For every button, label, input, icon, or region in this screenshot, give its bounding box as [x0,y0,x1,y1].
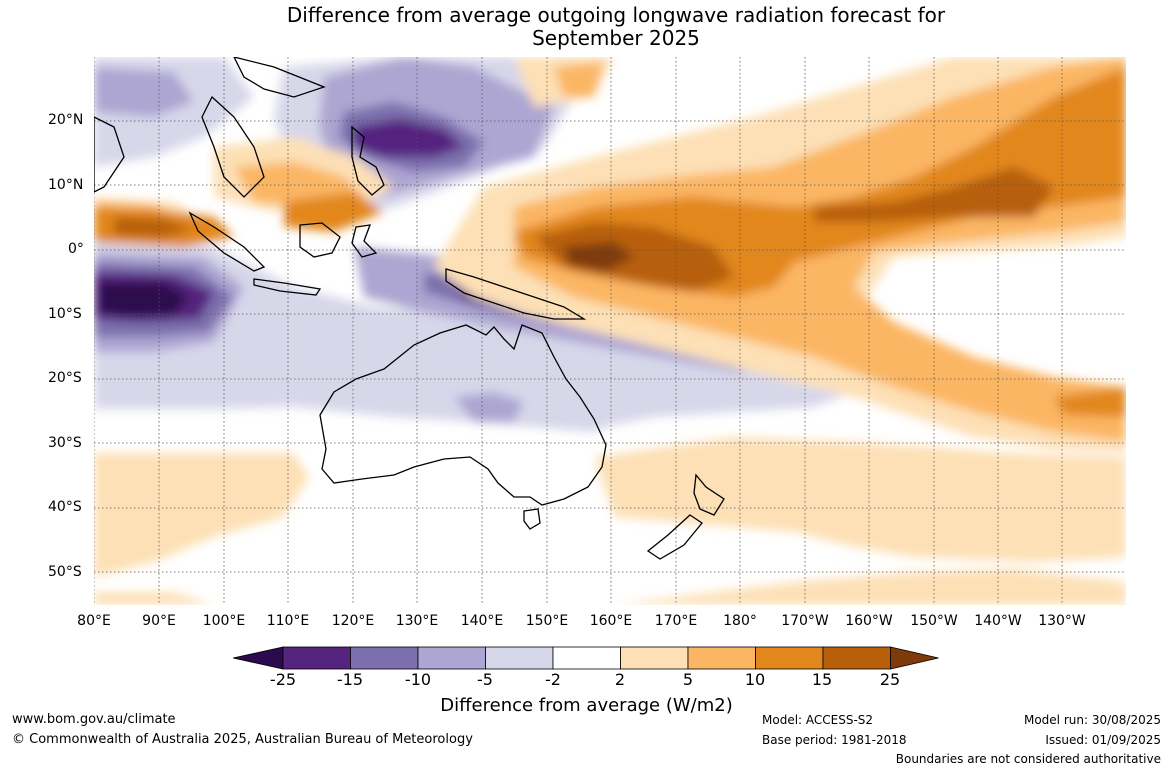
colorbar-segment [755,646,824,670]
lat-label: 10°S [48,306,82,322]
lat-label: 20°S [48,370,82,386]
map-title-line-2: September 2025 [532,26,700,50]
anomaly-region [354,119,464,157]
lon-label: 150°E [525,613,569,629]
model-run-date: Model run: 30/08/2025 [1023,713,1161,727]
map-title: Difference from average outgoing longwav… [0,4,1173,50]
coastline-australia [319,324,607,506]
colorbar-segment [687,646,756,670]
coastline-tasmania [523,508,541,530]
colorbar-segment [282,646,351,670]
coastline-sumatra [188,211,266,272]
anomaly-region [94,592,214,605]
colorbar-tick-label: 5 [682,670,694,689]
colorbar-segment [552,646,621,670]
base-period: Base period: 1981-2018 [762,733,907,747]
lon-label: 120°E [331,613,375,629]
lon-label: 130°W [1038,613,1086,629]
lat-label: 50°S [48,564,82,580]
map-title-line-1: Difference from average outgoing longwav… [286,3,946,27]
colorbar-tick-label: -10 [404,670,432,689]
anomaly-region [94,453,309,577]
lon-label: 170°W [781,613,829,629]
coastline-philippines [351,125,385,196]
anomaly-region [594,437,1126,562]
colorbar-tick-label: 2 [614,670,626,689]
coastline-nz-south [646,514,703,560]
lat-label: 40°S [48,499,82,515]
colorbar-tick-label: -15 [336,670,364,689]
lon-label: 140°W [974,613,1022,629]
model-name: Model: ACCESS-S2 [762,713,874,727]
coastline-new-guinea [445,268,587,320]
olr-anomaly-map [94,57,1126,605]
coastline-sulawesi [351,224,378,258]
lon-label: 170°E [654,613,698,629]
lat-label: 0° [68,241,84,257]
anomaly-region [99,282,189,317]
anomaly-region [94,242,854,432]
coastline-indochina [201,95,265,198]
copyright-text: © Commonwealth of Australia 2025, Austra… [12,732,473,747]
map-canvas [94,57,1126,605]
colorbar-segment [822,646,891,670]
colorbar-segment [485,646,554,670]
anomaly-region [284,192,384,232]
anomaly-region [554,62,604,97]
coastline-borneo [299,222,341,258]
anomaly-region [114,217,194,237]
colorbar-title: Difference from average (W/m2) [440,695,733,716]
coastline-java [253,278,322,296]
lon-label: 140°E [460,613,504,629]
lon-label: 110°E [266,613,310,629]
anomaly-region [1054,387,1126,417]
lat-label: 20°N [48,112,84,128]
coastline-nz-north [693,473,725,516]
colorbar [233,646,939,670]
colorbar-segment [350,646,419,670]
colorbar-tick-label: 25 [879,670,901,689]
website-link[interactable]: www.bom.gov.au/climate [12,712,176,727]
colorbar-extend-high [890,646,939,670]
colorbar-segment [417,646,486,670]
lon-label: 180° [723,613,757,629]
lat-label: 10°N [48,177,84,193]
boundaries-disclaimer: Boundaries are not considered authoritat… [895,752,1161,766]
lon-label: 150°W [910,613,958,629]
colorbar-tick-label: -25 [269,670,297,689]
coastlines [94,57,725,560]
colorbar-tick-label: -2 [545,670,561,689]
issued-date: Issued: 01/09/2025 [1045,733,1161,747]
lon-label: 130°E [395,613,439,629]
anomaly-region [94,67,194,117]
colorbar-segment [620,646,689,670]
lon-label: 90°E [142,613,176,629]
colorbar-tick-label: 10 [744,670,766,689]
coastline-india [94,116,125,193]
lon-label: 160°W [845,613,893,629]
anomaly-region [564,242,634,272]
colorbar-tick-label: -5 [477,670,493,689]
colorbar-extend-low [233,646,284,670]
anomaly-region [454,392,524,422]
lon-label: 160°E [589,613,633,629]
colorbar-tick-label: 15 [811,670,833,689]
coastline-china [233,57,326,98]
lat-label: 30°S [48,435,82,451]
map-graticule [94,57,1126,605]
lon-label: 80°E [77,613,111,629]
lon-label: 100°E [202,613,246,629]
